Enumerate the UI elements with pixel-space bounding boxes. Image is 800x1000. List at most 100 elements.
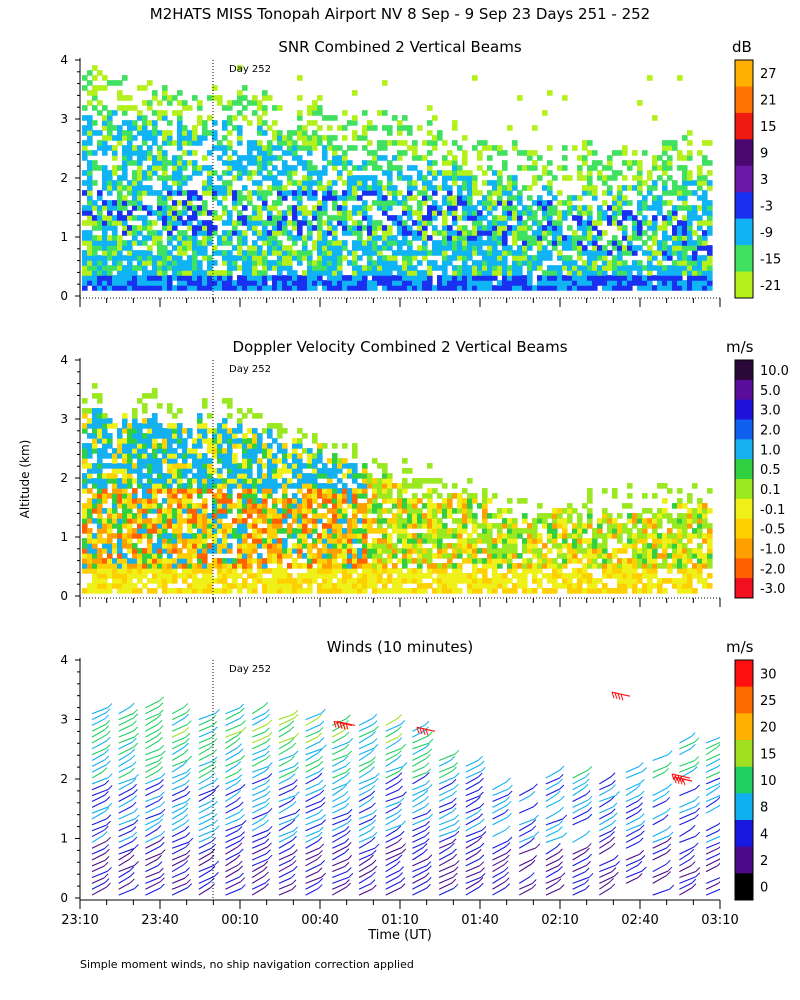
snr-cell: [552, 285, 558, 291]
snr-cell: [567, 200, 573, 206]
snr-cell: [387, 175, 393, 181]
velocity-cell: [147, 428, 153, 434]
velocity-cell: [322, 583, 328, 589]
snr-cell: [542, 245, 548, 251]
snr-cell: [522, 245, 528, 251]
velocity-cell: [227, 498, 233, 504]
velocity-cell: [242, 448, 248, 454]
velocity-cell: [492, 578, 498, 584]
snr-cell: [87, 150, 93, 156]
snr-cell: [232, 125, 238, 131]
snr-cell: [677, 195, 683, 201]
velocity-cell: [337, 498, 343, 504]
velocity-cell: [122, 538, 128, 544]
snr-cell: [452, 200, 458, 206]
velocity-cell: [347, 578, 353, 584]
snr-cell: [617, 190, 623, 196]
velocity-cell: [357, 578, 363, 584]
snr-cell: [237, 160, 243, 166]
velocity-cell: [397, 583, 403, 589]
velocity-cell: [182, 578, 188, 584]
snr-cell: [582, 185, 588, 191]
snr-cell: [567, 175, 573, 181]
snr-cell: [597, 255, 603, 261]
snr-cell: [237, 210, 243, 216]
snr-cell: [502, 200, 508, 206]
snr-cell: [232, 100, 238, 106]
snr-cell: [147, 105, 153, 111]
snr-cell: [237, 200, 243, 206]
snr-cell: [407, 285, 413, 291]
velocity-cell: [167, 508, 173, 514]
velocity-cell: [267, 453, 273, 459]
snr-cell: [452, 250, 458, 256]
velocity-cell: [347, 558, 353, 564]
snr-cell: [292, 275, 298, 281]
snr-cell: [472, 275, 478, 281]
velocity-cell: [112, 448, 118, 454]
velocity-cell: [237, 498, 243, 504]
velocity-cell: [447, 578, 453, 584]
velocity-cell: [307, 493, 313, 499]
snr-cell: [467, 245, 473, 251]
snr-cell: [87, 180, 93, 186]
velocity-cell: [532, 543, 538, 549]
snr-cell: [377, 165, 383, 171]
snr-cell: [122, 185, 128, 191]
velocity-cell: [282, 463, 288, 469]
snr-cell: [167, 140, 173, 146]
velocity-cell: [327, 473, 333, 479]
snr-cell: [202, 230, 208, 236]
snr-cell: [587, 280, 593, 286]
velocity-cell: [417, 573, 423, 579]
velocity-cell: [147, 488, 153, 494]
velocity-cell: [282, 528, 288, 534]
snr-cell: [667, 175, 673, 181]
velocity-cell: [277, 538, 283, 544]
snr-cell: [272, 225, 278, 231]
snr-cell: [617, 210, 623, 216]
snr-cell: [632, 150, 638, 156]
velocity-cell: [377, 528, 383, 534]
velocity-cell: [322, 573, 328, 579]
velocity-cell: [337, 553, 343, 559]
snr-cell: [277, 225, 283, 231]
snr-cell: [167, 220, 173, 226]
snr-cell: [92, 75, 98, 81]
snr-cell: [227, 235, 233, 241]
velocity-cell: [147, 423, 153, 429]
velocity-cell: [247, 513, 253, 519]
velocity-cell: [197, 423, 203, 429]
snr-cell: [562, 240, 568, 246]
velocity-cell: [212, 443, 218, 449]
velocity-cell: [387, 508, 393, 514]
velocity-cell: [337, 538, 343, 544]
snr-cell: [647, 170, 653, 176]
snr-cell: [347, 250, 353, 256]
snr-cell: [572, 145, 578, 151]
snr-cell: [267, 265, 273, 271]
snr-cell: [382, 240, 388, 246]
velocity-cell: [92, 423, 98, 429]
snr-cell: [97, 70, 103, 76]
velocity-cell: [212, 558, 218, 564]
velocity-cell: [417, 548, 423, 554]
snr-cell: [387, 215, 393, 221]
velocity-cell: [122, 453, 128, 459]
velocity-cell: [292, 448, 298, 454]
velocity-cell: [132, 493, 138, 499]
snr-cell: [532, 255, 538, 261]
snr-cell: [232, 175, 238, 181]
snr-cell: [687, 155, 693, 161]
snr-cell: [642, 180, 648, 186]
velocity-cell: [142, 463, 148, 469]
velocity-cell: [177, 478, 183, 484]
velocity-cell: [487, 558, 493, 564]
velocity-cell: [537, 583, 543, 589]
snr-cell: [587, 260, 593, 266]
velocity-cell: [307, 553, 313, 559]
snr-cell: [397, 140, 403, 146]
velocity-cell: [202, 403, 208, 409]
velocity-cell: [482, 573, 488, 579]
snr-cell: [162, 200, 168, 206]
